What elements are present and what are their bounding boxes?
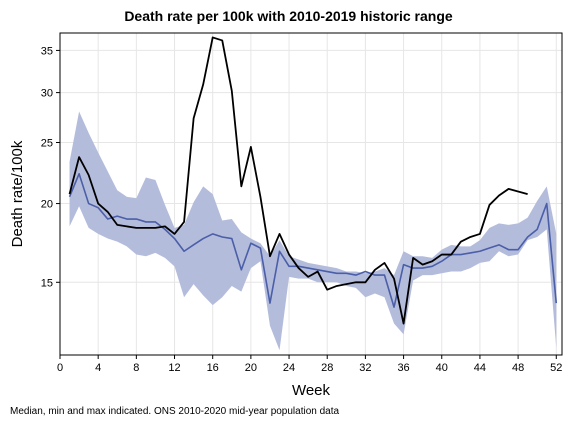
- y-tick-label: 25: [41, 137, 53, 149]
- x-tick-label: 28: [321, 362, 333, 374]
- axes-frame: [59, 32, 563, 356]
- x-tick-label: 0: [57, 362, 63, 374]
- x-axis-label: Week: [292, 382, 331, 399]
- x-tick-label: 52: [550, 362, 562, 374]
- chart-note: Median, min and max indicated. ONS 2010-…: [10, 406, 340, 417]
- x-tick-label: 44: [474, 362, 486, 374]
- chart-title: Death rate per 100k with 2010-2019 histo…: [124, 8, 453, 24]
- y-tick-label: 35: [41, 45, 53, 57]
- y-tick-label: 20: [41, 199, 53, 211]
- x-axis: 0 4 8 12 16 20 24 28 32 36 40 44 48 52: [57, 355, 562, 374]
- x-tick-label: 40: [436, 362, 448, 374]
- x-tick-label: 8: [133, 362, 139, 374]
- y-tick-label: 30: [41, 88, 53, 100]
- x-tick-label: 36: [397, 362, 409, 374]
- series-line-2020: [68, 36, 528, 325]
- x-tick-label: 12: [168, 362, 180, 374]
- series-line-median: [68, 172, 558, 308]
- x-tick-label: 48: [512, 362, 524, 374]
- x-tick-label: 4: [95, 362, 101, 374]
- y-tick-label: 15: [41, 277, 53, 289]
- plot-area: [60, 33, 562, 355]
- x-tick-label: 24: [283, 362, 295, 374]
- y-axis-label: Death rate/100k: [9, 140, 26, 247]
- y-axis: 15 20 25 30 35: [41, 45, 60, 289]
- x-tick-label: 20: [245, 362, 257, 374]
- x-tick-label: 16: [207, 362, 219, 374]
- x-tick-label: 32: [359, 362, 371, 374]
